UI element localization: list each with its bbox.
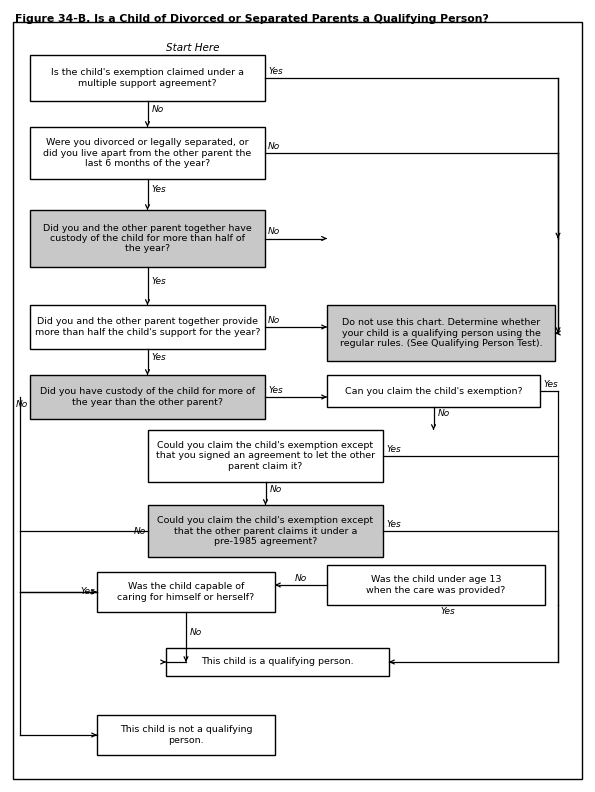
Text: No: No [15,400,28,409]
Text: No: No [190,628,202,637]
Bar [97,715,275,755]
Text: Yes: Yes [152,185,166,195]
Text: No: No [134,527,146,535]
Text: No: No [152,105,164,114]
Text: Was the child under age 13
when the care was provided?: Was the child under age 13 when the care… [367,575,506,595]
Text: Yes: Yes [268,67,283,76]
Text: No: No [270,485,282,493]
Bar [148,505,383,557]
Text: Do not use this chart. Determine whether
your child is a qualifying person using: Do not use this chart. Determine whether… [340,318,542,348]
Text: Was the child capable of
caring for himself or herself?: Was the child capable of caring for hims… [117,582,255,602]
Bar [30,375,265,419]
Bar [148,430,383,482]
Bar [327,565,545,605]
Bar [30,127,265,179]
Bar [30,210,265,267]
Text: Yes: Yes [152,353,166,362]
Bar [97,572,275,612]
Text: No: No [268,142,280,151]
Text: No: No [268,227,280,237]
Bar [327,305,555,361]
Text: Start Here: Start Here [166,43,220,53]
Text: Were you divorced or legally separated, or
did you live apart from the other par: Were you divorced or legally separated, … [43,138,252,168]
Text: This child is a qualifying person.: This child is a qualifying person. [201,657,354,667]
Text: No: No [295,574,307,583]
Text: No: No [437,409,450,418]
Text: Yes: Yes [386,445,401,454]
Bar [30,305,265,349]
Bar [327,375,540,407]
Text: Yes: Yes [268,386,283,395]
Text: Yes: Yes [80,588,95,596]
Text: Yes: Yes [152,277,166,286]
Text: No: No [268,316,280,325]
Text: Figure 34-B. Is a Child of Divorced or Separated Parents a Qualifying Person?: Figure 34-B. Is a Child of Divorced or S… [15,14,489,24]
Text: Did you and the other parent together have
custody of the child for more than ha: Did you and the other parent together ha… [43,223,252,253]
Text: Did you and the other parent together provide
more than half the child's support: Did you and the other parent together pr… [35,318,260,337]
Bar [166,648,389,676]
Text: Can you claim the child's exemption?: Can you claim the child's exemption? [345,386,522,395]
Text: Yes: Yes [543,380,558,389]
Text: This child is not a qualifying
person.: This child is not a qualifying person. [120,725,252,744]
Text: Did you have custody of the child for more of
the year than the other parent?: Did you have custody of the child for mo… [40,387,255,407]
Text: Could you claim the child's exemption except
that the other parent claims it und: Could you claim the child's exemption ex… [158,516,374,546]
Text: Is the child's exemption claimed under a
multiple support agreement?: Is the child's exemption claimed under a… [51,68,244,88]
Text: Yes: Yes [440,607,455,616]
Text: Yes: Yes [386,520,401,529]
Bar [30,55,265,101]
Text: Could you claim the child's exemption except
that you signed an agreement to let: Could you claim the child's exemption ex… [156,441,375,471]
